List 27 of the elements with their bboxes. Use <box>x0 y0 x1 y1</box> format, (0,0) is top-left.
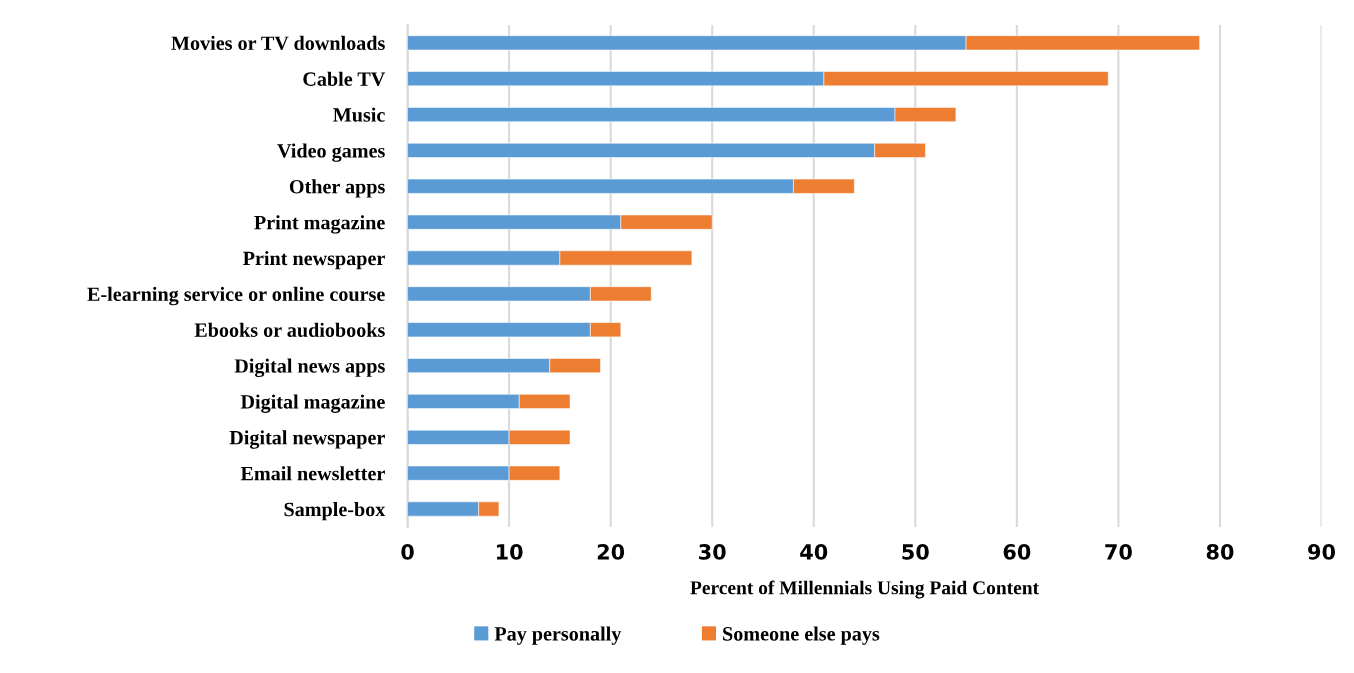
x-tick-label: 10 <box>496 543 523 560</box>
y-tick-label: Print newspaper <box>243 251 385 270</box>
y-tick-label: Movies or TV downloads <box>171 35 385 51</box>
y-tick-label: Digital news apps <box>234 358 385 378</box>
y-tick-label: Cable TV <box>303 71 386 86</box>
x-tick-label: 30 <box>699 543 726 560</box>
y-tick-label: Email newsletter <box>240 466 385 481</box>
y-tick-label: Digital newspaper <box>229 430 385 449</box>
x-tick-label: 40 <box>800 543 828 560</box>
x-tick-label: 80 <box>1206 543 1234 560</box>
x-tick-label: 90 <box>1308 543 1335 560</box>
y-tick-label: Print magazine <box>254 215 385 234</box>
x-tick-label: 60 <box>1003 543 1031 560</box>
y-tick-label: Digital magazine <box>240 394 385 413</box>
y-tick-label: Other apps <box>289 179 385 198</box>
x-tick-label: 0 <box>401 543 414 560</box>
x-tick-label: 50 <box>902 543 929 560</box>
y-tick-label: Ebooks or audiobooks <box>194 322 385 337</box>
legend-label: Someone else pays <box>723 626 880 645</box>
legend-label: Pay personally <box>494 626 622 645</box>
x-tick-label: 70 <box>1105 543 1132 560</box>
x-axis-title: Percent of Millennials Using Paid Content <box>690 580 1039 599</box>
y-tick-label: Music <box>333 107 385 122</box>
y-tick-label: Sample-box <box>284 502 386 521</box>
x-tick-label: 20 <box>597 543 625 560</box>
y-tick-label: Video games <box>277 143 385 162</box>
y-tick-label: E-learning service or online course <box>87 286 385 306</box>
